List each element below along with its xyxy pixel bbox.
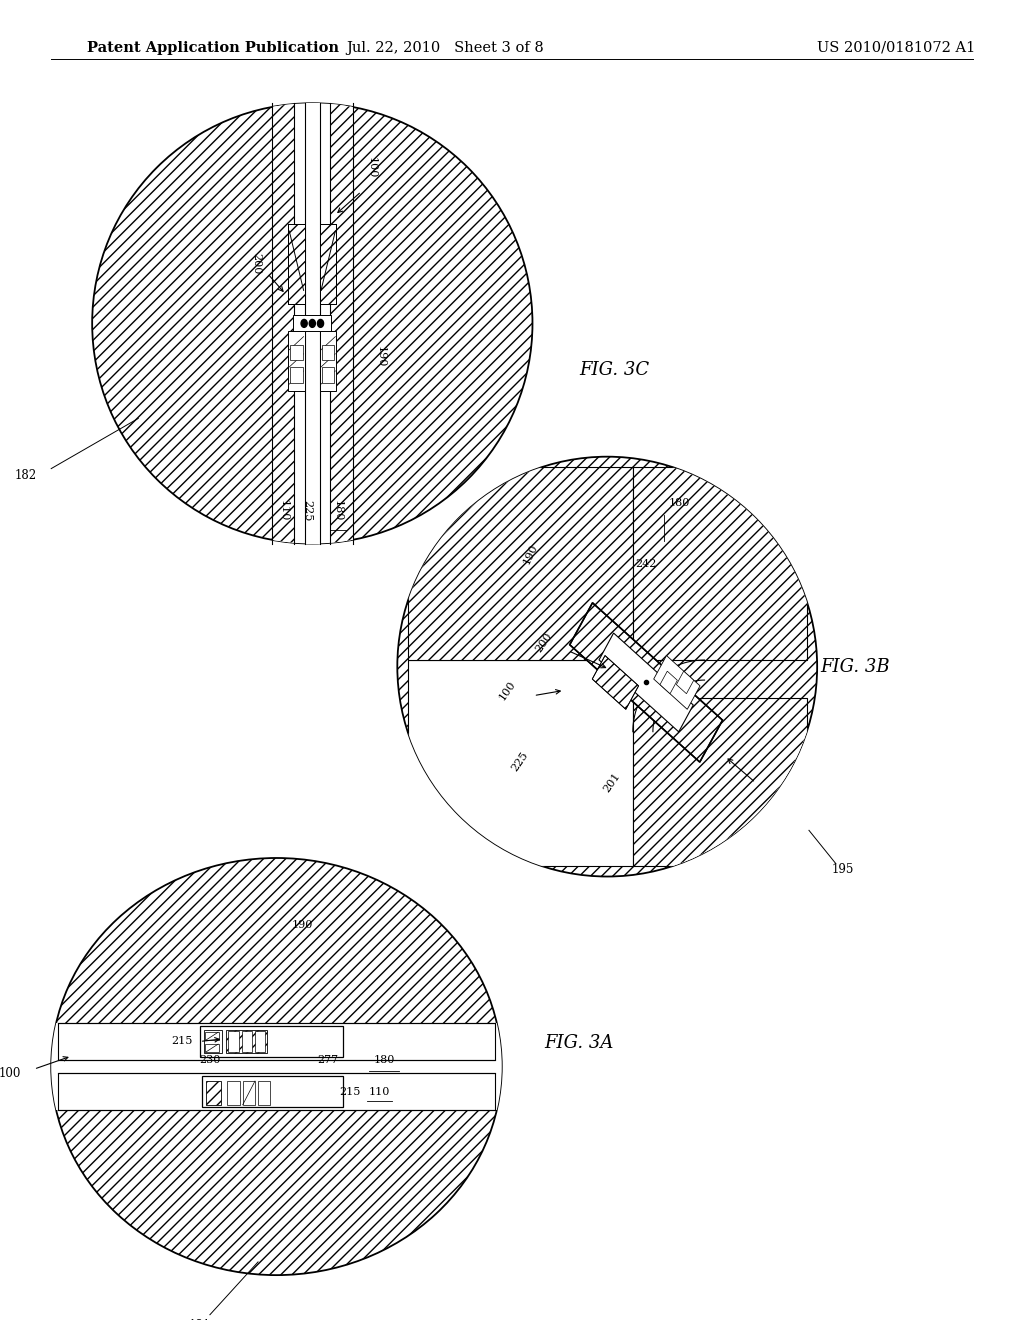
- Polygon shape: [408, 660, 633, 866]
- Bar: [228, 1031, 239, 1052]
- Polygon shape: [599, 634, 693, 731]
- Bar: [319, 224, 336, 304]
- Text: Jul. 22, 2010   Sheet 3 of 8: Jul. 22, 2010 Sheet 3 of 8: [346, 41, 545, 54]
- Text: 100: 100: [497, 678, 517, 702]
- Polygon shape: [633, 467, 807, 660]
- Text: 242: 242: [636, 558, 656, 569]
- Bar: [206, 1081, 221, 1105]
- Text: 195: 195: [831, 863, 854, 876]
- Text: 200: 200: [534, 631, 554, 655]
- Bar: [204, 1030, 222, 1053]
- Text: 200: 200: [251, 253, 261, 275]
- Bar: [271, 102, 352, 545]
- Text: FIG. 3A: FIG. 3A: [544, 1034, 613, 1052]
- Text: 215: 215: [172, 1036, 193, 1047]
- Polygon shape: [633, 698, 807, 866]
- Bar: [58, 1073, 495, 1110]
- Circle shape: [317, 319, 324, 327]
- Bar: [322, 367, 334, 383]
- Text: 277: 277: [317, 1055, 338, 1065]
- Text: 110: 110: [369, 1086, 389, 1097]
- Polygon shape: [677, 671, 693, 694]
- Bar: [319, 224, 336, 304]
- Text: 230: 230: [200, 1055, 220, 1065]
- Text: 180: 180: [669, 498, 689, 508]
- Bar: [322, 345, 334, 360]
- Bar: [200, 1026, 343, 1057]
- Text: 180: 180: [333, 500, 343, 521]
- Bar: [202, 1076, 343, 1107]
- Bar: [305, 103, 319, 544]
- Text: 180: 180: [374, 1055, 394, 1065]
- Bar: [58, 1023, 495, 1060]
- Bar: [258, 1081, 270, 1105]
- Text: 201: 201: [602, 771, 623, 795]
- Bar: [51, 1023, 502, 1110]
- Text: 190: 190: [292, 920, 312, 929]
- Bar: [205, 1044, 219, 1052]
- Polygon shape: [633, 698, 807, 866]
- Bar: [289, 224, 305, 304]
- Polygon shape: [660, 671, 677, 694]
- Bar: [205, 1032, 219, 1040]
- Polygon shape: [408, 467, 633, 660]
- Text: FIG. 3C: FIG. 3C: [580, 360, 649, 379]
- Text: 100: 100: [0, 1067, 22, 1080]
- Ellipse shape: [397, 457, 817, 876]
- Text: 182: 182: [14, 469, 37, 482]
- Bar: [226, 1030, 267, 1053]
- Bar: [255, 1031, 265, 1052]
- Bar: [227, 1081, 240, 1105]
- Bar: [319, 331, 336, 391]
- Bar: [291, 367, 303, 383]
- Bar: [271, 103, 295, 544]
- Bar: [293, 315, 331, 331]
- Text: 190: 190: [521, 543, 540, 566]
- Ellipse shape: [51, 858, 502, 1275]
- Polygon shape: [569, 603, 723, 762]
- Ellipse shape: [92, 103, 532, 544]
- Text: 225: 225: [510, 750, 530, 774]
- Polygon shape: [592, 656, 639, 709]
- Circle shape: [301, 319, 307, 327]
- Bar: [330, 103, 352, 544]
- Bar: [289, 331, 305, 391]
- Text: 100: 100: [367, 157, 377, 178]
- Polygon shape: [653, 656, 700, 709]
- Bar: [242, 1031, 252, 1052]
- Bar: [291, 345, 303, 360]
- Text: 110: 110: [279, 500, 289, 521]
- Text: 225: 225: [302, 500, 312, 521]
- Text: FIG. 3B: FIG. 3B: [820, 657, 890, 676]
- Text: Patent Application Publication: Patent Application Publication: [87, 41, 339, 54]
- Bar: [243, 1081, 255, 1105]
- Bar: [289, 224, 305, 304]
- Circle shape: [309, 319, 315, 327]
- Text: 190: 190: [376, 346, 386, 367]
- Text: US 2010/0181072 A1: US 2010/0181072 A1: [817, 41, 975, 54]
- Text: 215: 215: [340, 1086, 360, 1097]
